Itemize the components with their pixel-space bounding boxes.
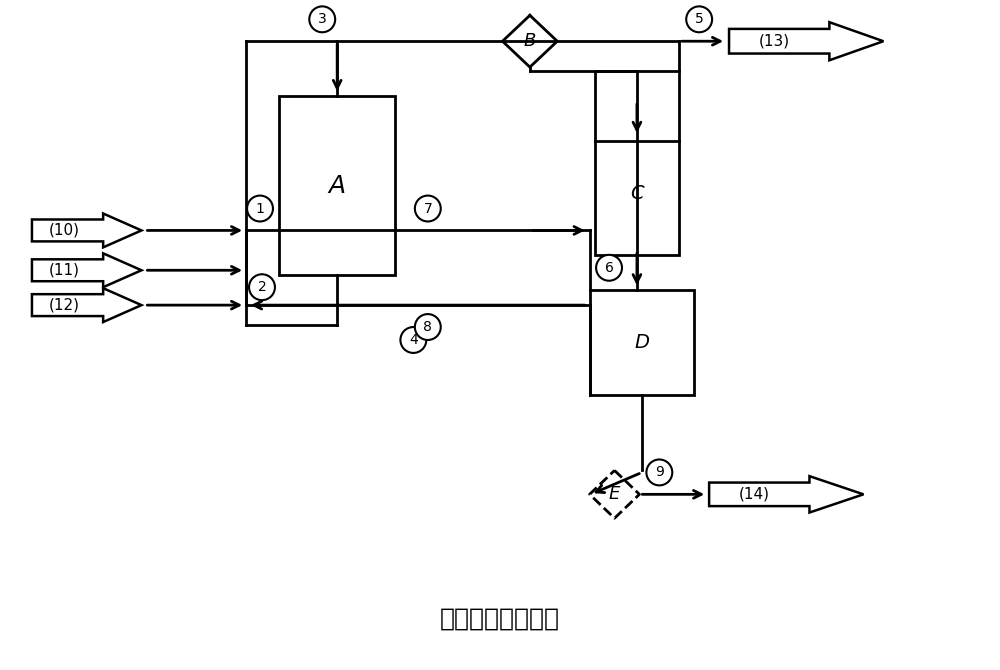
Text: 8: 8 [423,320,432,334]
Text: 4: 4 [409,333,418,347]
Circle shape [646,460,672,485]
Circle shape [596,255,622,281]
Text: D: D [634,333,649,352]
Text: 2: 2 [258,280,266,294]
Circle shape [415,314,441,340]
Polygon shape [590,470,639,518]
Text: (10): (10) [48,223,79,238]
Polygon shape [709,476,863,513]
Circle shape [309,7,335,32]
Text: (13): (13) [759,34,790,49]
Polygon shape [32,288,141,322]
Text: 9: 9 [655,466,664,480]
Text: 3: 3 [318,12,327,26]
Circle shape [415,196,441,222]
Text: (11): (11) [48,263,79,278]
Text: E: E [609,485,620,503]
Polygon shape [502,15,557,67]
Bar [590,290,694,395]
Polygon shape [32,214,141,247]
Text: A: A [329,174,346,198]
Circle shape [400,327,426,353]
Text: 6: 6 [605,261,613,275]
Text: (14): (14) [739,487,770,502]
Polygon shape [729,22,883,60]
Bar [279,96,395,275]
Text: (12): (12) [48,297,79,313]
Circle shape [249,274,275,300]
Text: B: B [524,32,536,50]
Text: 7: 7 [423,202,432,216]
Text: 示意的工艺流程图: 示意的工艺流程图 [440,607,560,631]
Circle shape [686,7,712,32]
Text: 1: 1 [256,202,264,216]
Bar [595,71,679,255]
Text: C: C [630,184,644,202]
Polygon shape [32,253,141,287]
Circle shape [247,196,273,222]
Text: 5: 5 [695,12,704,26]
